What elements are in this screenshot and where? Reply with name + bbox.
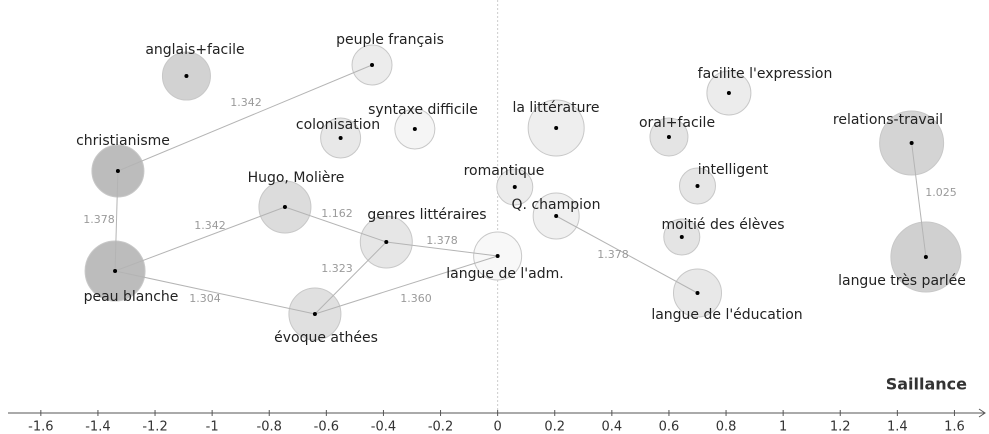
edge: [114, 206, 286, 272]
x-tick-label: -1.6: [28, 420, 53, 434]
x-tick-label: -0.6: [314, 420, 339, 434]
node-point: [512, 185, 517, 189]
node-label: romantique: [464, 163, 545, 179]
x-tick-label: 0: [494, 420, 502, 434]
node-point: [184, 74, 189, 78]
node-label: peuple français: [336, 32, 444, 48]
edge: [314, 255, 498, 315]
node-label: évoque athées: [274, 330, 378, 346]
node-point: [115, 169, 120, 173]
node-point: [282, 205, 287, 209]
x-tick-label: -0.4: [371, 420, 396, 434]
x-tick-label: -1: [206, 420, 219, 434]
x-axis-label: Saillance: [886, 375, 967, 394]
node-label: moitié des élèves: [661, 217, 784, 233]
edge: [117, 64, 373, 172]
x-tick-label: -1.2: [142, 420, 167, 434]
node-point: [695, 184, 700, 188]
node-point: [554, 126, 559, 130]
edge-label: 1.342: [194, 219, 226, 232]
x-tick-label: -1.4: [85, 420, 110, 434]
node-label: relations-travail: [833, 112, 943, 128]
node-label: peau blanche: [84, 289, 179, 305]
edge: [911, 142, 927, 258]
node-label: intelligent: [698, 162, 769, 178]
node-label: syntaxe difficile: [368, 102, 478, 118]
edge: [555, 215, 698, 294]
node-label: facilite l'expression: [698, 66, 833, 82]
node-point: [495, 254, 500, 258]
edge-label: 1.323: [321, 262, 353, 275]
edge-label: 1.162: [321, 207, 353, 220]
node-label: langue de l'adm.: [446, 266, 563, 282]
edge-label: 1.378: [597, 248, 629, 261]
node-point: [726, 91, 731, 95]
edge: [284, 206, 387, 243]
node-point: [695, 291, 700, 295]
node-label: christianisme: [76, 133, 170, 149]
edge-label: 1.342: [230, 96, 262, 109]
node-point: [554, 214, 559, 218]
x-tick-label: 0.8: [716, 420, 737, 434]
node-point: [312, 312, 317, 316]
edge: [114, 270, 316, 315]
x-tick-label: 0.2: [544, 420, 565, 434]
edge-label: 1.378: [83, 213, 115, 226]
edge: [386, 241, 498, 257]
node-label: colonisation: [296, 117, 380, 133]
node-label: langue de l'éducation: [651, 307, 802, 323]
node-point: [384, 240, 389, 244]
x-tick-label: -0.8: [257, 420, 282, 434]
node-point: [412, 127, 417, 131]
x-axis-arrow: [978, 408, 986, 418]
edge: [314, 241, 387, 315]
x-tick-label: 0.4: [602, 420, 623, 434]
x-tick-label: 1.4: [887, 420, 908, 434]
node-point: [679, 235, 684, 239]
node-label: oral+facile: [639, 115, 715, 131]
node-label: Q. champion: [512, 197, 601, 213]
node-point: [113, 269, 118, 273]
x-tick-label: 0.6: [659, 420, 680, 434]
edge-label: 1.378: [426, 234, 458, 247]
edge: [114, 170, 119, 272]
node-label: anglais+facile: [145, 42, 244, 58]
edge-label: 1.304: [189, 292, 221, 305]
x-tick-label: 1.6: [944, 420, 965, 434]
edge-label: 1.360: [400, 292, 432, 305]
x-tick-label: 1: [779, 420, 787, 434]
x-tick-label: -0.2: [428, 420, 453, 434]
edge-label: 1.025: [925, 186, 957, 199]
node-label: Hugo, Molière: [248, 170, 345, 186]
node-point: [923, 255, 928, 259]
node-point: [666, 135, 671, 139]
node-point: [370, 63, 375, 67]
x-tick-label: 1.2: [830, 420, 851, 434]
node-label: langue très parlée: [838, 273, 966, 289]
node-label: genres littéraires: [367, 207, 486, 223]
node-point: [909, 141, 914, 145]
node-label: la littérature: [512, 100, 599, 116]
node-point: [338, 136, 343, 140]
